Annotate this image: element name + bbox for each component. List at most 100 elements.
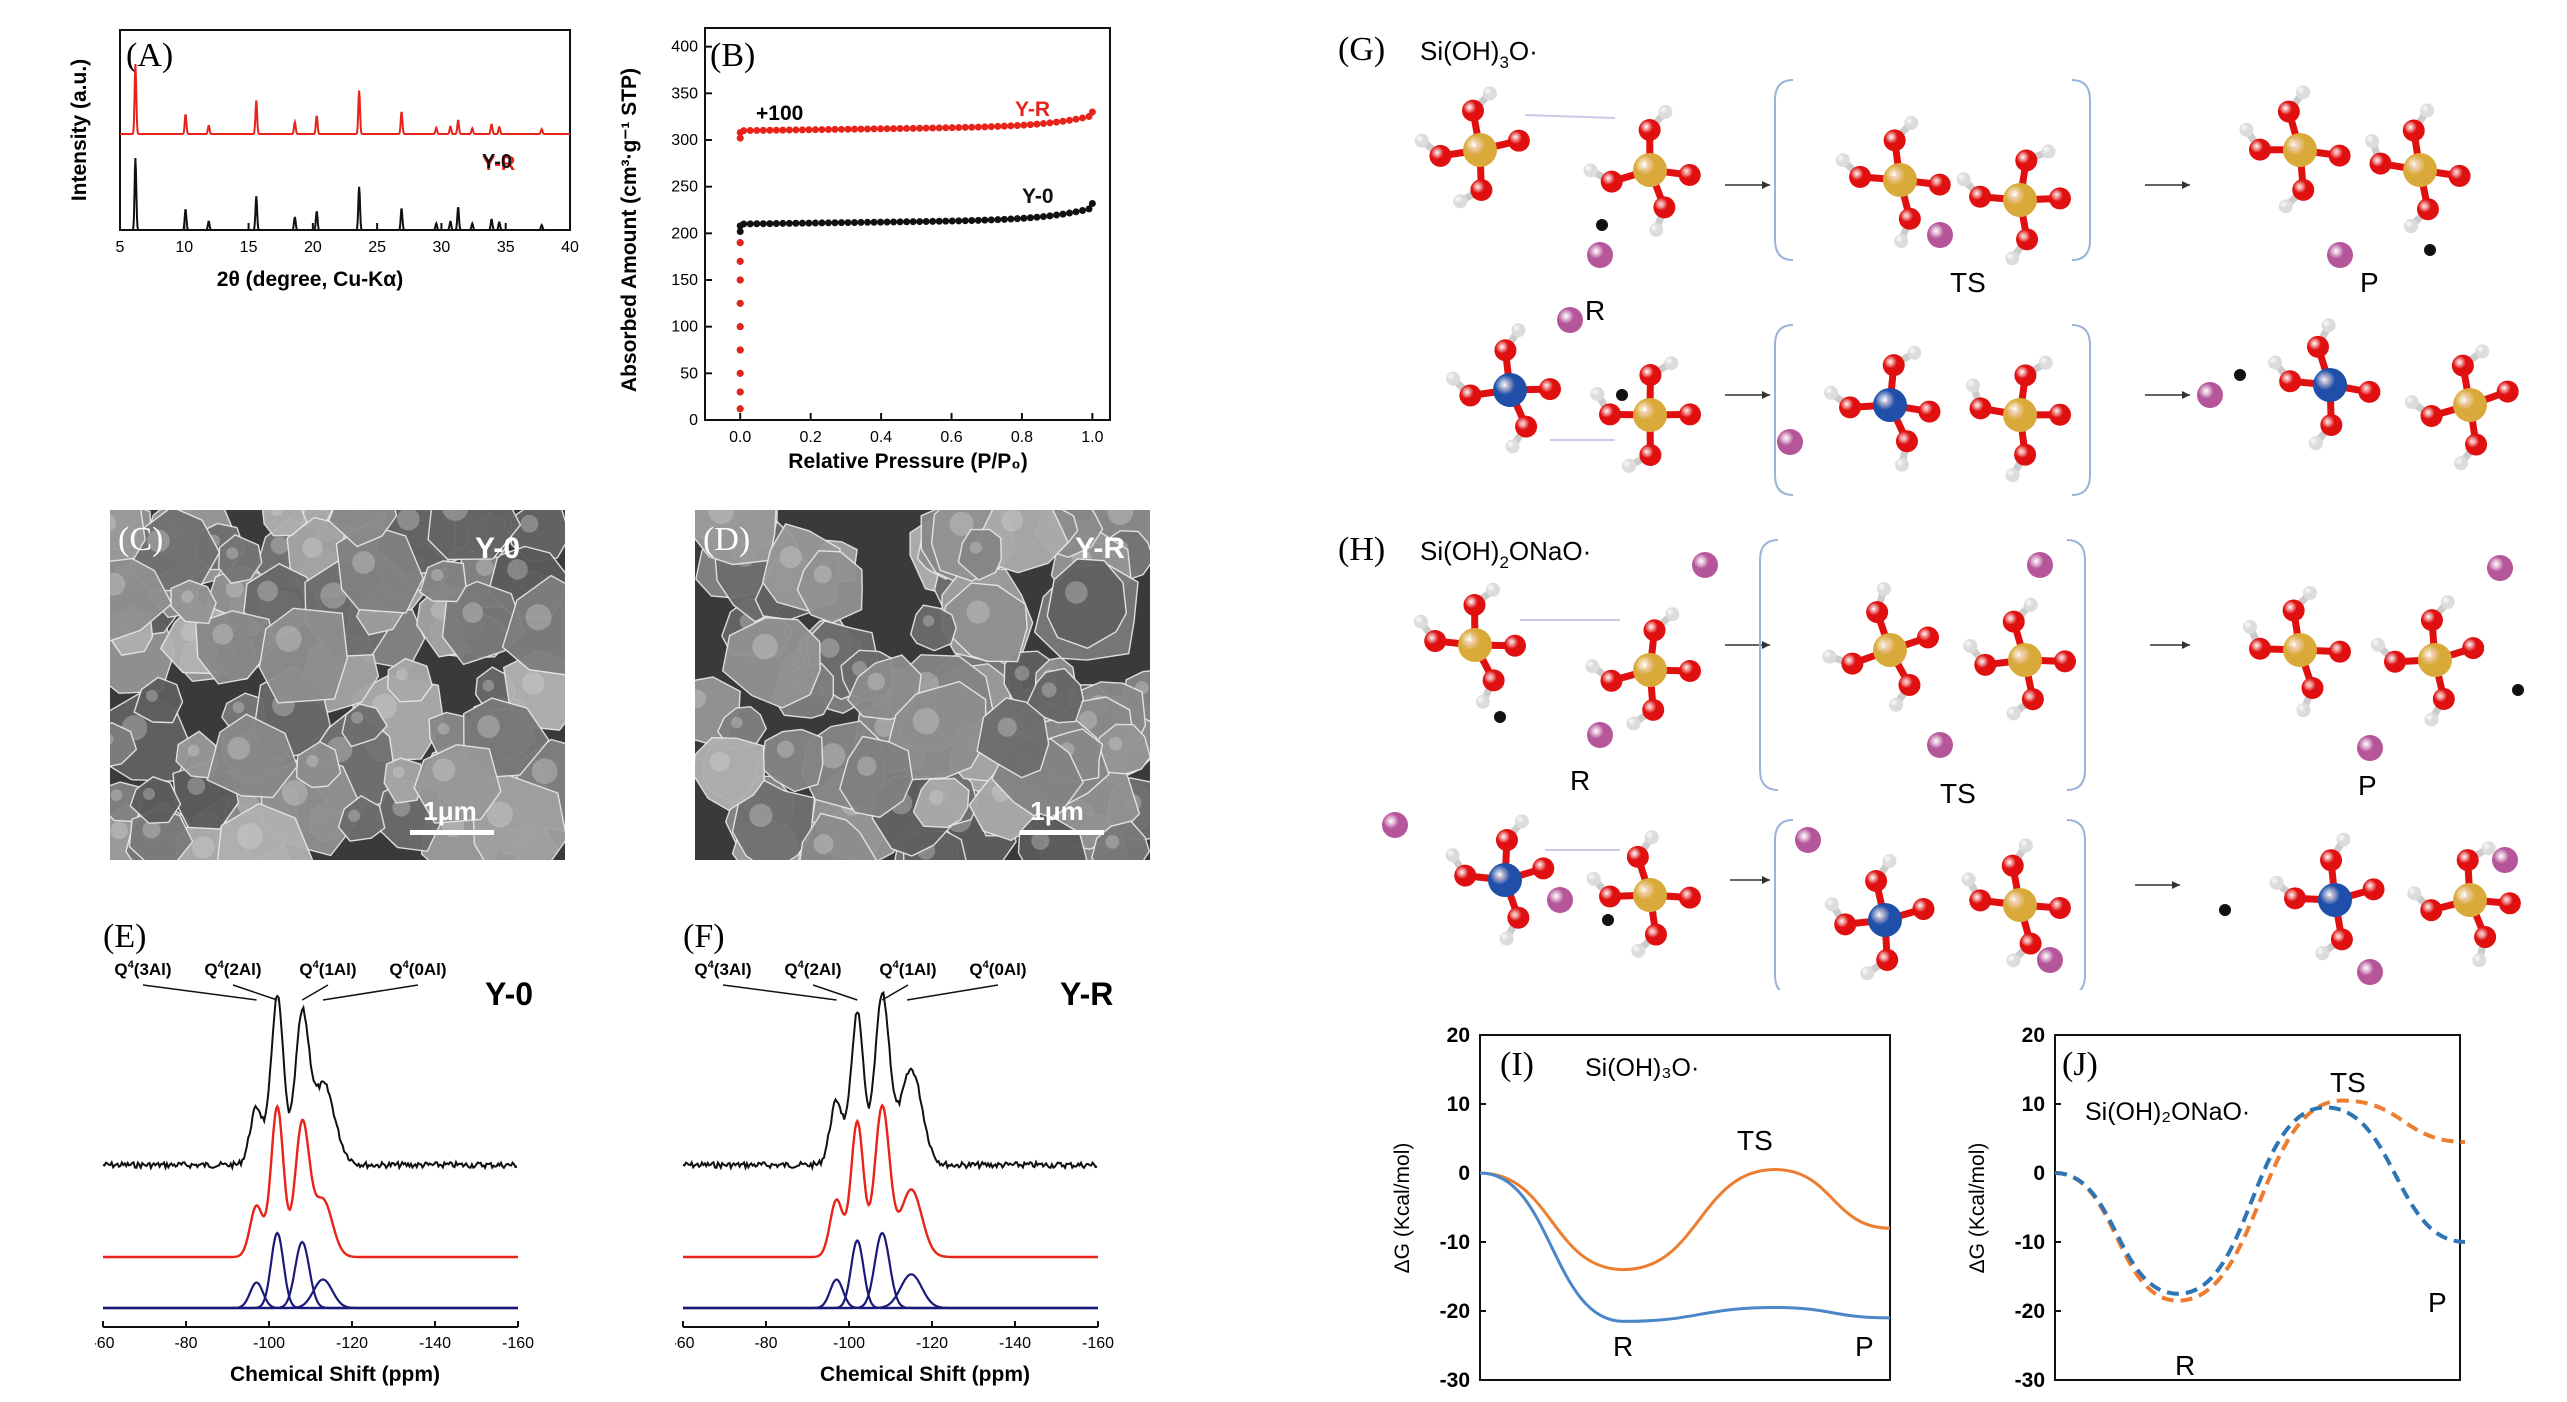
sem-crystal: [413, 743, 502, 824]
b-point: [818, 126, 826, 134]
oxygen-atom: [1898, 673, 1921, 696]
b-point: [883, 218, 891, 226]
silicon-atom: [2003, 888, 2037, 922]
sodium-atom: [2357, 735, 2383, 761]
b-point: [811, 126, 819, 134]
b-point: [811, 219, 819, 227]
panel-i-ylabel: ΔG (Kcal/mol): [1391, 1143, 1414, 1274]
b-point: [1033, 213, 1041, 221]
nmr-xtick-label: -160: [502, 1335, 534, 1352]
oxygen-atom: [1974, 653, 1997, 676]
panel-a-xlabel: 2θ (degree, Cu-Kα): [217, 268, 403, 291]
silicon-atom: [1633, 878, 1667, 912]
sem-crystal: [1024, 667, 1085, 724]
silicon-atom: [2283, 133, 2317, 167]
b-xtick-label: 1.0: [1081, 429, 1103, 446]
oxygen-atom: [2249, 637, 2272, 660]
hydrogen-atom: [1961, 872, 1976, 887]
b-point: [994, 216, 1002, 224]
b-point: [974, 216, 982, 224]
b-point: [740, 127, 748, 135]
b-point: [916, 124, 924, 132]
panel-h-molecules: [1382, 539, 2524, 990]
b-point: [896, 218, 904, 226]
hydrogen-atom: [1482, 86, 1497, 101]
panel-b-points: [736, 108, 1096, 413]
panel-j-label-ts: TS: [2330, 1067, 2366, 1098]
oxygen-atom: [2301, 677, 2324, 700]
sem-highlight: [110, 733, 114, 745]
sem-highlight: [1065, 581, 1088, 604]
oxygen-atom: [2462, 637, 2485, 660]
b-point: [1079, 206, 1087, 214]
panel-d-scale-bar: [1020, 830, 1104, 835]
sem-crystal: [887, 680, 987, 781]
ts-bracket-right: [2071, 324, 2091, 496]
hydrogen-atom: [2404, 395, 2419, 410]
panel-i-label-ts: TS: [1737, 1125, 1773, 1156]
b-point: [792, 219, 800, 227]
ts-bracket-left: [1759, 539, 1779, 791]
sodium-atom: [2327, 242, 2353, 268]
sem-crystal: [327, 510, 398, 548]
b-point: [831, 125, 839, 133]
b-point: [736, 134, 744, 142]
oxygen-atom: [2448, 164, 2471, 187]
nmr-peak-label: Q4(2Al): [784, 959, 841, 979]
panel-g-molecules: [1414, 79, 2519, 496]
oxygen-atom: [1599, 403, 1622, 426]
b-point: [1052, 211, 1060, 219]
b-point: [785, 126, 793, 134]
panel-b-isotherm: (B) 0.0 0.2 0.4 0.6 0.8 1.0 0 50 100 150 200 250 300…: [618, 27, 1111, 473]
panel-b-offset-annotation: +100: [756, 102, 803, 125]
panel-i-label-p: P: [1855, 1331, 1874, 1362]
oxygen-atom: [2432, 688, 2455, 711]
b-point: [779, 126, 787, 134]
oxygen-atom: [1678, 403, 1701, 426]
nmr-leader: [812, 984, 858, 1001]
oxygen-atom: [2002, 610, 2025, 633]
oxygen-atom: [2328, 640, 2351, 663]
panel-e-peak-labels: Q4(3Al) Q4(2Al) Q4(1Al) Q4(0Al): [114, 959, 447, 1001]
hydrogen-atom: [1586, 871, 1601, 886]
b-point: [1066, 209, 1073, 217]
sem-highlight: [777, 740, 795, 758]
nmr-fit: [103, 1103, 518, 1259]
sem-crystal: [175, 730, 220, 779]
oxygen-atom: [2001, 854, 2024, 877]
sem-crystal: [386, 657, 433, 703]
oxygen-atom: [1644, 923, 1667, 946]
panel-i-orange-curve: [1479, 1168, 1891, 1272]
b-point: [736, 227, 744, 235]
b-ytick-label: 350: [671, 85, 698, 102]
oxygen-atom: [2320, 413, 2343, 436]
b-point: [935, 217, 943, 225]
b-point: [850, 218, 858, 226]
panel-i-title: Si(OH)₃O·: [1585, 1054, 1699, 1082]
panel-j-ylabel: ΔG (Kcal/mol): [1966, 1143, 1989, 1274]
oxygen-atom: [2384, 650, 2407, 673]
nmr-xtick-label: -120: [336, 1335, 368, 1352]
nmr-peak-label: Q4(1Al): [879, 959, 936, 979]
nmr-experimental: [682, 990, 1098, 1172]
nmr-peak-label: Q4(0Al): [389, 959, 446, 979]
hydrogen-atom: [1626, 716, 1641, 731]
b-ytick-label: 150: [671, 272, 698, 289]
nmr-peak-label: Q4(0Al): [969, 959, 1026, 979]
b-point: [1007, 122, 1015, 130]
sem-d-texture: [695, 510, 1150, 860]
sem-crystal: [957, 528, 1002, 581]
oxygen-atom: [1839, 396, 1862, 419]
silicon-atom: [1633, 398, 1667, 432]
sodium-atom: [1927, 732, 1953, 758]
panel-i-label-r: R: [1613, 1331, 1633, 1362]
hydrogen-atom: [2481, 841, 2496, 856]
b-point: [1059, 210, 1067, 218]
oxygen-atom: [1600, 669, 1623, 692]
b-point: [1072, 208, 1080, 216]
b-point: [870, 218, 878, 226]
oxygen-atom: [1643, 619, 1666, 642]
panel-c-overlay: (C) Y-0 1μm: [118, 521, 520, 835]
sem-crystal: [721, 616, 821, 709]
sem-highlight: [225, 579, 244, 598]
